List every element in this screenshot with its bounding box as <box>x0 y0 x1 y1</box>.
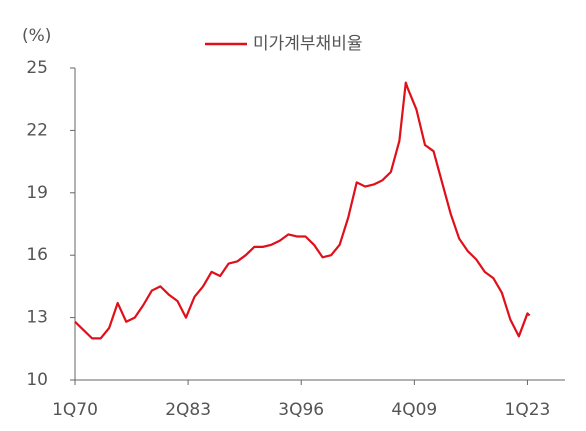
x-tick-label: 4Q09 <box>391 400 437 420</box>
x-tick-label: 3Q96 <box>278 400 324 420</box>
y-tick-label: 22 <box>26 120 48 140</box>
x-tick-label: 2Q83 <box>165 400 211 420</box>
y-tick-label: 25 <box>26 58 48 78</box>
y-tick-label: 16 <box>26 245 48 265</box>
y-tick-label: 13 <box>26 308 48 328</box>
y-axis-label: (%) <box>22 26 51 46</box>
x-tick-label: 1Q23 <box>505 400 551 420</box>
x-tick-label: 1Q70 <box>52 400 98 420</box>
data-line <box>74 81 531 340</box>
legend-label: 미가계부채비율 <box>253 34 362 54</box>
y-tick-label: 19 <box>26 183 48 203</box>
y-tick-label: 10 <box>26 370 48 390</box>
